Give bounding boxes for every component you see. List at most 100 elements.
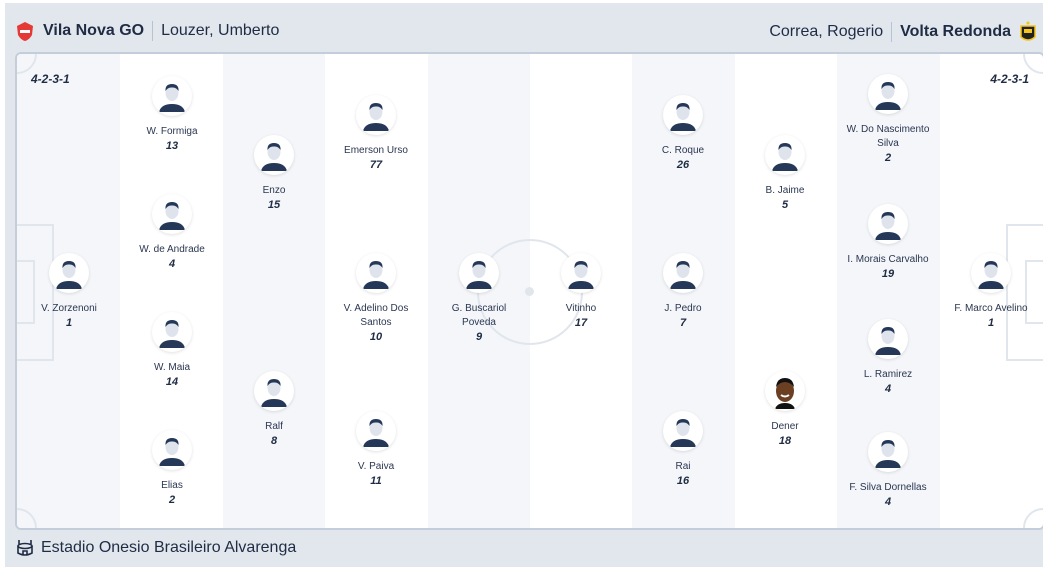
player-name: Dener	[771, 421, 799, 432]
player-avatar[interactable]	[765, 371, 805, 411]
player-home[interactable]: G. Buscariol Poveda 9	[434, 253, 524, 345]
away-team-crest-icon	[1020, 21, 1036, 41]
player-number: 9	[475, 331, 483, 343]
player-home[interactable]: W. de Andrade 4	[117, 194, 227, 272]
player-away[interactable]: Rai 16	[628, 411, 738, 489]
player-home[interactable]: Ralf 8	[219, 371, 329, 449]
player-away[interactable]: F. Marco Avelino 1	[936, 253, 1043, 331]
player-avatar[interactable]	[868, 319, 908, 359]
home-formation: 4-2-3-1	[31, 72, 70, 86]
player-home[interactable]: Enzo 15	[219, 135, 329, 213]
player-name: J. Pedro	[664, 303, 702, 314]
player-avatar[interactable]	[254, 371, 294, 411]
player-home[interactable]: V. Paiva 11	[321, 411, 431, 489]
player-name: W. de Andrade	[139, 244, 205, 255]
venue: Estadio Onesio Brasileiro Alvarenga	[15, 538, 296, 558]
player-avatar[interactable]	[254, 135, 294, 175]
away-team-name[interactable]: Volta Redonda	[900, 23, 1011, 40]
player-number: 17	[574, 317, 588, 329]
divider	[152, 21, 154, 41]
player-home[interactable]: Emerson Urso 77	[321, 95, 431, 173]
player-name: Elias	[161, 480, 183, 491]
player-name: Vitinho	[565, 303, 597, 314]
player-number: 4	[168, 258, 176, 270]
player-avatar[interactable]	[663, 411, 703, 451]
player-number: 2	[884, 152, 892, 164]
player-number: 4	[884, 496, 892, 508]
player-avatar[interactable]	[663, 253, 703, 293]
player-number: 5	[781, 199, 789, 211]
player-avatar[interactable]	[152, 312, 192, 352]
lineup-header: Vila Nova GO Louzer, Umberto Correa, Rog…	[5, 3, 1043, 53]
divider	[891, 22, 893, 42]
player-name: Enzo	[262, 185, 286, 196]
player-away[interactable]: Vitinho 17	[526, 253, 636, 331]
player-name: V. Paiva	[357, 461, 395, 472]
player-avatar[interactable]	[356, 411, 396, 451]
player-away[interactable]: J. Pedro 7	[628, 253, 738, 331]
player-away[interactable]: Dener 18	[730, 371, 840, 449]
player-number: 26	[676, 159, 690, 171]
home-coach-name[interactable]: Louzer, Umberto	[161, 22, 280, 39]
player-name: I. Morais Carvalho	[847, 254, 929, 265]
player-name: F. Silva Dornellas	[849, 482, 927, 493]
player-avatar[interactable]	[868, 74, 908, 114]
lineup-widget: Vila Nova GO Louzer, Umberto Correa, Rog…	[5, 3, 1043, 567]
player-name: V. Adelino Dos Santos	[343, 303, 409, 328]
player-away[interactable]: L. Ramirez 4	[833, 319, 943, 397]
pitch-stripe	[223, 54, 325, 528]
player-avatar[interactable]	[663, 95, 703, 135]
player-avatar[interactable]	[868, 432, 908, 472]
center-spot	[525, 287, 534, 296]
player-home[interactable]: V. Adelino Dos Santos 10	[331, 253, 421, 345]
player-home[interactable]: W. Maia 14	[117, 312, 227, 390]
player-name: Emerson Urso	[344, 145, 408, 156]
corner-arc	[1023, 508, 1043, 528]
player-avatar[interactable]	[152, 430, 192, 470]
player-number: 18	[778, 435, 792, 447]
player-number: 4	[884, 383, 892, 395]
home-team-crest-icon	[17, 22, 33, 41]
player-number: 10	[369, 331, 383, 343]
player-avatar[interactable]	[49, 253, 89, 293]
player-name: L. Ramirez	[863, 369, 913, 380]
player-avatar[interactable]	[459, 253, 499, 293]
player-avatar[interactable]	[868, 204, 908, 244]
player-away[interactable]: C. Roque 26	[628, 95, 738, 173]
player-avatar[interactable]	[971, 253, 1011, 293]
player-name: W. Formiga	[146, 126, 198, 137]
player-name: C. Roque	[661, 145, 705, 156]
home-team-name[interactable]: Vila Nova GO	[43, 22, 145, 39]
away-coach-name[interactable]: Correa, Rogerio	[769, 23, 884, 40]
player-home[interactable]: V. Zorzenoni 1	[17, 253, 124, 331]
player-avatar[interactable]	[356, 95, 396, 135]
player-away[interactable]: W. Do Nascimento Silva 2	[843, 74, 933, 166]
player-name: W. Do Nascimento Silva	[846, 124, 930, 149]
player-away[interactable]: F. Silva Dornellas 4	[833, 432, 943, 510]
player-avatar[interactable]	[765, 135, 805, 175]
player-number: 2	[168, 494, 176, 506]
player-name: F. Marco Avelino	[954, 303, 1028, 314]
player-away[interactable]: I. Morais Carvalho 19	[833, 204, 943, 282]
player-away[interactable]: B. Jaime 5	[730, 135, 840, 213]
player-number: 11	[370, 475, 382, 487]
player-number: 7	[679, 317, 687, 329]
player-number: 8	[270, 435, 278, 447]
away-penalty-box	[1006, 224, 1043, 361]
away-formation: 4-2-3-1	[990, 72, 1029, 86]
player-name: G. Buscariol Poveda	[451, 303, 507, 328]
pitch: 4-2-3-1 4-2-3-1 V. Zorzenoni 1 W. Formiga 1…	[15, 52, 1043, 530]
player-home[interactable]: Elias 2	[117, 430, 227, 508]
player-number: 13	[165, 140, 179, 152]
player-home[interactable]: W. Formiga 13	[117, 76, 227, 154]
player-avatar[interactable]	[152, 194, 192, 234]
player-avatar[interactable]	[356, 253, 396, 293]
home-penalty-box	[17, 224, 54, 361]
player-avatar[interactable]	[561, 253, 601, 293]
player-name: W. Maia	[153, 362, 191, 373]
player-number: 19	[881, 268, 895, 280]
corner-arc	[1023, 54, 1043, 74]
player-number: 14	[165, 376, 179, 388]
player-avatar[interactable]	[152, 76, 192, 116]
player-number: 1	[65, 317, 73, 329]
